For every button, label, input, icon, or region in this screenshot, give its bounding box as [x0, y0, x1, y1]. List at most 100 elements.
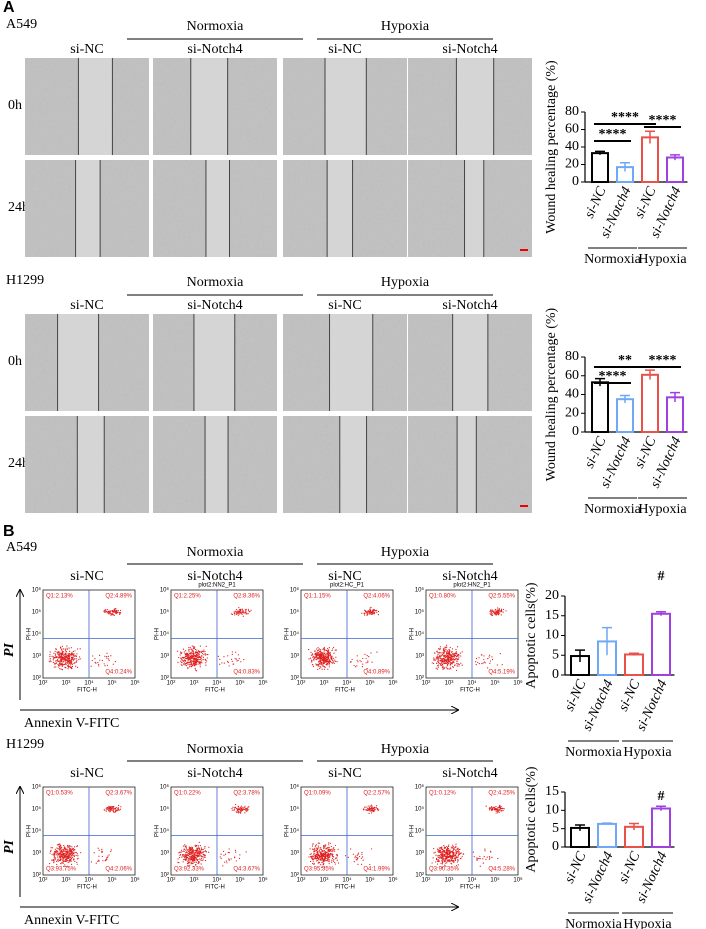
flow-dot	[318, 661, 320, 663]
flow-dot	[187, 861, 189, 863]
flow-dot	[436, 863, 439, 865]
y-tick-label: 5	[552, 821, 559, 836]
flow-dot	[370, 808, 372, 810]
flow-dot	[321, 658, 323, 660]
flow-dot	[67, 662, 69, 664]
flow-dot	[322, 864, 324, 866]
flow-dot	[364, 653, 366, 655]
wound-gap	[75, 160, 101, 257]
flow-dot	[70, 647, 72, 649]
flow-dot	[106, 652, 108, 654]
flow-dot	[435, 667, 437, 669]
flow-dot	[58, 856, 60, 858]
flow-dot	[198, 841, 200, 843]
significance-label: #	[658, 789, 665, 804]
flow-dot	[65, 855, 67, 857]
flow-dot	[192, 663, 194, 665]
flow-dot	[321, 866, 323, 868]
flow-dot	[329, 653, 331, 655]
flow-dot	[457, 860, 459, 862]
flow-dot	[98, 859, 100, 861]
quadrant-label: Q1:2.13%	[46, 594, 73, 600]
flow-dot	[189, 666, 191, 668]
flow-dot	[438, 662, 440, 664]
flow-dot	[230, 858, 232, 860]
flow-dot	[114, 810, 117, 812]
flow-dot	[183, 663, 185, 665]
flow-dot	[246, 613, 248, 615]
flow-dot	[440, 662, 442, 664]
flow-dot	[92, 655, 94, 657]
flow-dot	[314, 846, 316, 848]
column-label: si-NC	[328, 569, 361, 584]
flow-dot	[444, 857, 447, 860]
flow-dot	[188, 655, 190, 657]
flow-dot	[58, 655, 60, 657]
flow-dot	[67, 861, 69, 864]
flow-dot	[112, 613, 114, 616]
y-axis-title: Apoptotic cells(%)	[524, 582, 539, 688]
flow-dot	[324, 846, 326, 848]
flow-dot	[311, 858, 314, 860]
quadrant-label: Q2:4.89%	[105, 594, 132, 600]
flow-dot	[441, 866, 443, 868]
flow-dot	[61, 858, 63, 860]
flow-dot	[236, 811, 238, 814]
flow-dot	[455, 658, 458, 660]
flow-dot	[235, 851, 237, 853]
flow-dot	[455, 654, 457, 657]
flow-dot	[56, 847, 58, 849]
flow-dot	[65, 860, 67, 862]
flow-dot	[70, 653, 73, 656]
flow-dot	[72, 658, 74, 660]
flow-dot	[105, 610, 107, 612]
flow-dot	[456, 660, 458, 663]
column-label: si-Notch4	[442, 569, 497, 584]
flow-dot	[226, 660, 229, 663]
flow-dot	[490, 610, 492, 612]
flow-dot	[451, 650, 453, 653]
flow-dot	[319, 848, 321, 850]
flow-dot	[365, 611, 368, 613]
flow-dot	[223, 662, 225, 664]
flow-dot	[201, 852, 203, 854]
flow-dot	[441, 859, 443, 861]
flow-dot	[490, 613, 492, 616]
flow-dot	[200, 847, 202, 849]
flow-dot	[231, 807, 233, 810]
flow-dot	[366, 809, 368, 812]
flow-dot	[443, 655, 445, 657]
flow-dot	[189, 850, 191, 852]
flow-dot	[64, 865, 66, 868]
flow-dot	[444, 662, 446, 664]
flow-dot	[441, 661, 443, 663]
flow-dot	[368, 613, 370, 615]
flow-dot	[312, 855, 314, 857]
flow-dot	[72, 653, 75, 655]
flow-dot	[61, 652, 63, 654]
flow-dot	[178, 856, 181, 859]
flow-dot	[51, 853, 53, 855]
wound-gap	[464, 160, 484, 257]
flow-dot	[325, 848, 327, 850]
flow-dot	[178, 656, 180, 659]
flow-dot	[332, 860, 335, 862]
flow-dot	[324, 856, 327, 858]
y-tick-label: 80	[565, 349, 579, 364]
flow-dot	[191, 860, 193, 862]
plot-tick: 10⁵	[365, 680, 375, 687]
plot-tick: 10⁴	[467, 680, 477, 687]
flow-dot	[441, 849, 443, 851]
flow-dot	[105, 860, 107, 862]
flow-dot	[73, 852, 75, 854]
flow-dot	[325, 857, 327, 860]
flow-dot	[238, 810, 240, 812]
flow-dot	[328, 857, 330, 859]
flow-dot	[441, 855, 443, 857]
flow-dot	[247, 608, 250, 610]
flow-dot	[351, 658, 353, 661]
flow-dot	[61, 668, 64, 671]
flow-dot	[234, 856, 236, 858]
flow-dot	[70, 850, 72, 853]
flow-dot	[367, 807, 369, 809]
